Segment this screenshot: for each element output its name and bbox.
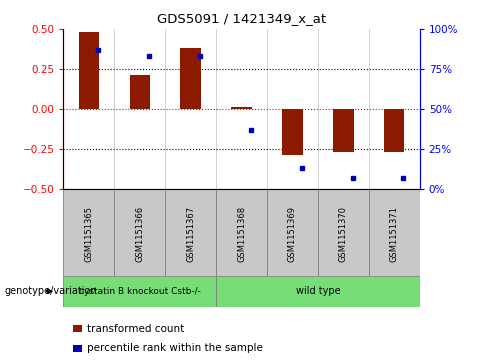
- Bar: [165, 189, 216, 276]
- Bar: [114, 189, 165, 276]
- Bar: [369, 189, 420, 276]
- Bar: [216, 276, 420, 307]
- Bar: [130, 76, 150, 109]
- Bar: [216, 189, 267, 276]
- Text: GSM1151365: GSM1151365: [84, 206, 93, 262]
- Text: wild type: wild type: [296, 286, 340, 296]
- Bar: [79, 32, 99, 109]
- Bar: [73, 325, 82, 332]
- Text: percentile rank within the sample: percentile rank within the sample: [87, 343, 263, 354]
- Bar: [333, 109, 353, 152]
- Text: GSM1151366: GSM1151366: [135, 206, 144, 262]
- Title: GDS5091 / 1421349_x_at: GDS5091 / 1421349_x_at: [157, 12, 326, 25]
- Text: GSM1151370: GSM1151370: [339, 206, 348, 262]
- Bar: [63, 276, 216, 307]
- Bar: [231, 107, 252, 109]
- Text: GSM1151369: GSM1151369: [288, 206, 297, 262]
- Text: cystatin B knockout Cstb-/-: cystatin B knockout Cstb-/-: [79, 287, 201, 296]
- Bar: [181, 48, 201, 109]
- Text: GSM1151368: GSM1151368: [237, 206, 246, 262]
- Bar: [384, 109, 405, 152]
- Bar: [318, 189, 369, 276]
- Text: transformed count: transformed count: [87, 323, 184, 334]
- Text: genotype/variation: genotype/variation: [5, 286, 98, 296]
- Bar: [63, 189, 114, 276]
- Text: GSM1151367: GSM1151367: [186, 206, 195, 262]
- Bar: [282, 109, 303, 155]
- Text: GSM1151371: GSM1151371: [390, 206, 399, 262]
- Bar: [267, 189, 318, 276]
- Bar: [73, 345, 82, 352]
